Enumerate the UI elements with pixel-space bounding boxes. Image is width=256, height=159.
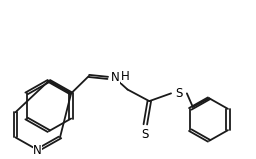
- Text: S: S: [175, 87, 183, 100]
- Text: N: N: [33, 144, 42, 156]
- Text: H: H: [121, 70, 130, 83]
- Text: S: S: [142, 128, 149, 141]
- Text: N: N: [111, 71, 120, 84]
